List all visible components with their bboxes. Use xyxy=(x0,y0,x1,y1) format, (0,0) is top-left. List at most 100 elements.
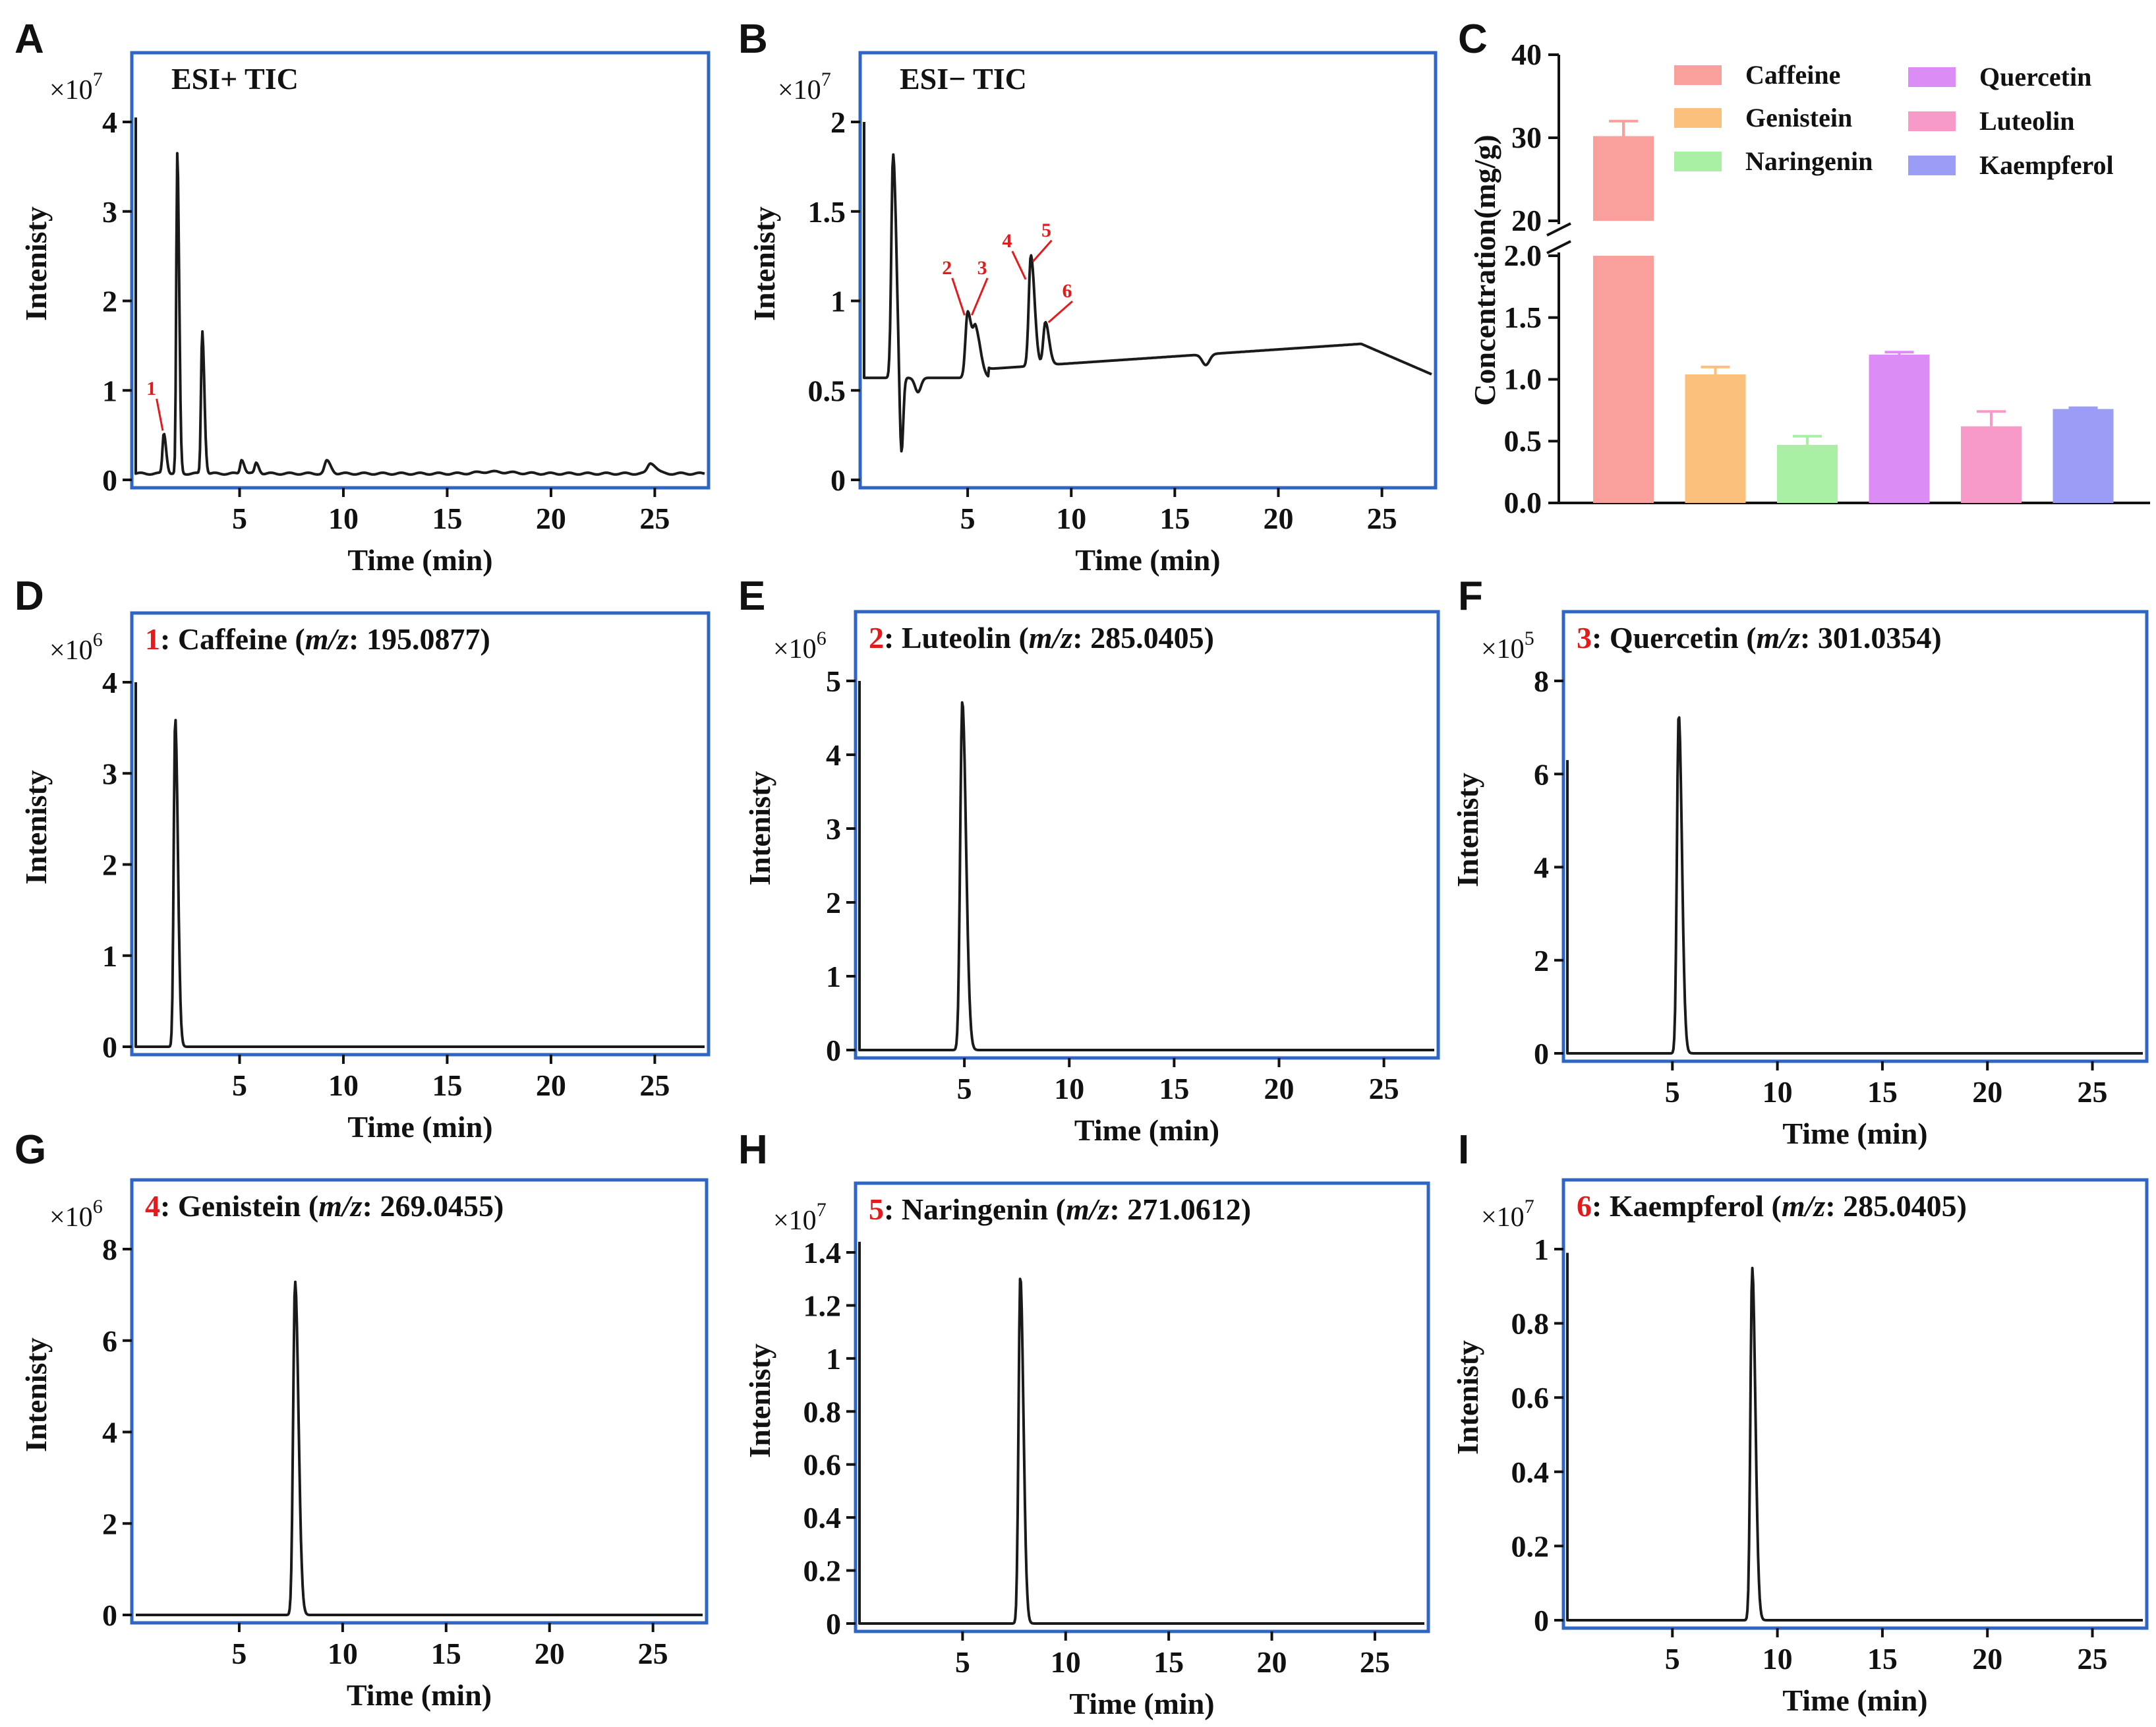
panel-letter: I xyxy=(1458,1127,1469,1173)
y-tick-label: 4 xyxy=(102,105,117,139)
y-tick-label: 8 xyxy=(1534,664,1549,698)
x-tick-label: 10 xyxy=(1051,1645,1081,1679)
scale-multiplier: ×107 xyxy=(49,69,103,105)
mz-label: m/z xyxy=(305,622,349,656)
compound-name: : Genistein ( xyxy=(160,1189,318,1223)
legend-swatch xyxy=(1908,111,1956,131)
x-tick-label: 20 xyxy=(535,1637,565,1670)
multiplier-exponent: 5 xyxy=(1525,628,1534,649)
y-tick-label: 4 xyxy=(826,738,841,772)
peak-label-leader xyxy=(971,278,989,316)
multiplier-exponent: 7 xyxy=(817,1199,827,1221)
peak-label-leader xyxy=(1047,300,1073,324)
legend-label: Caffeine xyxy=(1745,60,1840,90)
x-tick-label: 20 xyxy=(1972,1642,2002,1676)
x-tick-label: 5 xyxy=(955,1645,970,1679)
plot-frame xyxy=(1561,1178,2149,1630)
x-tick-label: 10 xyxy=(328,502,359,535)
y-tick-label: 4 xyxy=(102,666,117,699)
chromatogram-trace xyxy=(863,122,1432,453)
compound-name: : Kaempferol ( xyxy=(1592,1189,1782,1223)
x-tick-label: 15 xyxy=(1153,1645,1184,1679)
y-tick-label: 1 xyxy=(102,939,117,973)
scale-multiplier: ×107 xyxy=(773,1199,827,1236)
chromatogram-trace xyxy=(134,682,705,1048)
y-tick-label: 5 xyxy=(826,664,841,698)
x-tick-label: 10 xyxy=(1054,1072,1084,1105)
y-tick-label: 3 xyxy=(102,195,117,229)
y-tick-label: 0.4 xyxy=(803,1501,842,1535)
scale-multiplier: ×107 xyxy=(1481,1196,1534,1233)
peak-label-leader xyxy=(1032,239,1053,262)
panel-title: ESI− TIC xyxy=(900,62,1027,96)
y-tick-label: 0.0 xyxy=(1504,486,1542,519)
peak-label-leader xyxy=(951,278,966,316)
y-tick-label: 2 xyxy=(102,1507,117,1540)
bar-caffeine-upper xyxy=(1593,136,1654,221)
y-tick-label: 6 xyxy=(102,1324,117,1358)
x-tick-label: 25 xyxy=(2078,1642,2108,1676)
legend-swatch xyxy=(1674,152,1722,171)
peak-number: 2 xyxy=(869,621,884,655)
y-tick-label: 1 xyxy=(826,1342,841,1376)
y-tick-label: 20 xyxy=(1511,204,1542,237)
panel-letter: A xyxy=(15,16,44,62)
multiplier-exponent: 6 xyxy=(93,1196,103,1217)
scale-multiplier: ×106 xyxy=(773,628,827,664)
x-tick-label: 5 xyxy=(231,1637,247,1670)
legend-swatch xyxy=(1908,67,1956,87)
multiplier-base: ×10 xyxy=(1481,1202,1525,1233)
y-axis-title: Intenisty xyxy=(19,1337,53,1452)
x-axis-title: Time (min) xyxy=(347,1110,492,1144)
y-tick-label: 0.5 xyxy=(808,374,846,407)
y-axis-title: Intenisty xyxy=(1451,1340,1484,1455)
compound-name: : Naringenin ( xyxy=(884,1192,1066,1226)
plot-frame xyxy=(130,51,711,490)
x-tick-label: 25 xyxy=(2078,1075,2108,1109)
x-tick-label: 25 xyxy=(639,1068,670,1102)
y-tick-label: 2 xyxy=(102,285,117,318)
peak-label: 6 xyxy=(1062,280,1072,302)
chromatogram-trace xyxy=(134,117,705,476)
plot-frame xyxy=(130,611,711,1057)
multiplier-base: ×10 xyxy=(778,75,821,105)
y-tick-label: 0.6 xyxy=(803,1448,842,1482)
compound-name: : Luteolin ( xyxy=(884,621,1029,655)
y-tick-label: 2.0 xyxy=(1504,239,1542,272)
x-tick-label: 15 xyxy=(1159,1072,1189,1105)
y-tick-label: 2 xyxy=(102,848,117,882)
x-tick-label: 25 xyxy=(639,502,670,535)
y-tick-label: 0 xyxy=(826,1034,841,1067)
legend-swatch xyxy=(1674,108,1722,128)
x-tick-label: 5 xyxy=(1665,1642,1680,1676)
x-tick-label: 20 xyxy=(1264,1072,1294,1105)
panel-D: D 0 1 2 3 4 5 10 15 20 25 Time (min) Intenisty ×106 1:… xyxy=(15,573,711,1144)
panel-title: 5: Naringenin (m/z: 271.0612) xyxy=(869,1192,1251,1226)
y-tick-label: 0.2 xyxy=(1511,1529,1550,1563)
y-tick-label: 0 xyxy=(102,463,117,497)
y-tick-label: 1 xyxy=(830,285,846,318)
x-tick-label: 5 xyxy=(1665,1075,1680,1109)
y-tick-label: 1.0 xyxy=(1504,363,1542,396)
multiplier-exponent: 7 xyxy=(1525,1196,1534,1217)
x-axis-title: Time (min) xyxy=(347,1678,492,1712)
mz-value: : 269.0455) xyxy=(363,1189,504,1223)
y-tick-label: 1.2 xyxy=(803,1289,842,1322)
x-tick-label: 25 xyxy=(1367,502,1397,535)
legend-label: Genistein xyxy=(1745,103,1852,132)
chromatogram-trace xyxy=(858,681,1435,1051)
x-tick-label: 25 xyxy=(1360,1645,1390,1679)
x-tick-label: 20 xyxy=(1972,1075,2002,1109)
x-tick-label: 15 xyxy=(1159,502,1190,535)
panel-letter: E xyxy=(738,573,765,619)
multiplier-base: ×10 xyxy=(773,1206,817,1236)
y-tick-label: 1 xyxy=(1534,1233,1549,1266)
peak-label: 3 xyxy=(977,257,987,279)
x-axis-title: Time (min) xyxy=(1782,1683,1927,1717)
y-tick-label: 2 xyxy=(826,886,841,920)
multiplier-base: ×10 xyxy=(1481,634,1525,664)
mz-value: : 301.0354) xyxy=(1800,621,1942,655)
x-axis-title: Time (min) xyxy=(347,543,492,577)
y-tick-label: 30 xyxy=(1511,121,1542,154)
panel-E: E 0 1 2 3 4 5 5 10 15 20 25 Time (min) Intenisty ×106 2… xyxy=(738,573,1440,1147)
